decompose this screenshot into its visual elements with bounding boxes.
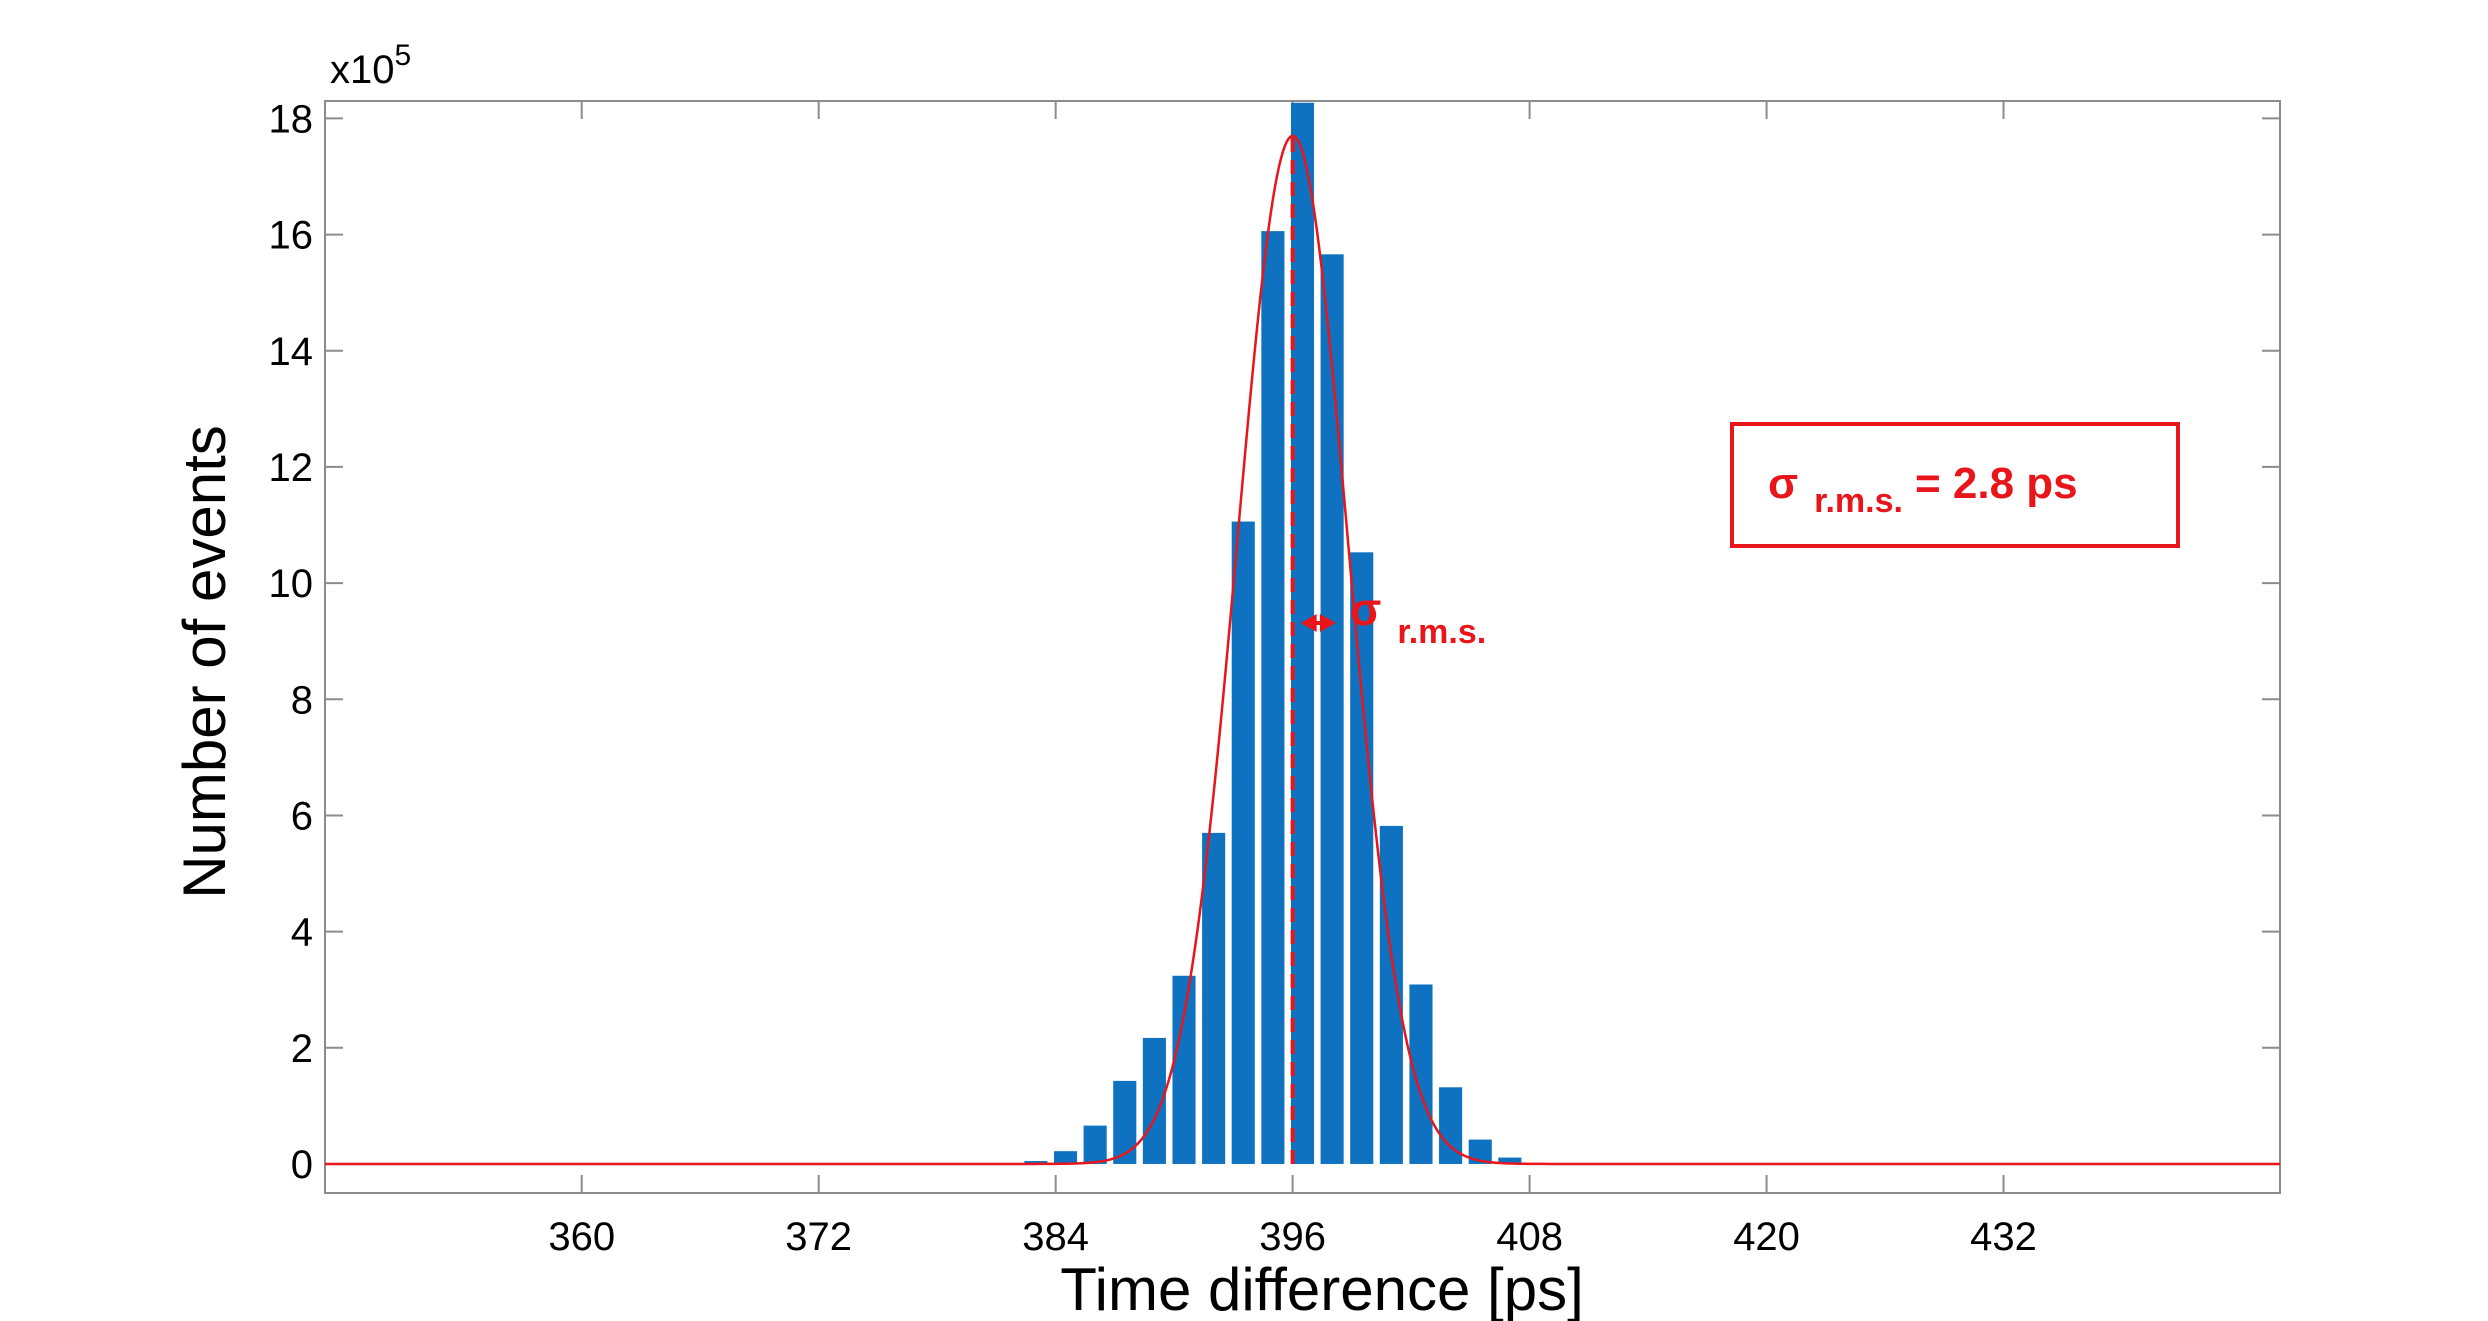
box-sigma-subscript: r.m.s. [1814, 482, 1903, 520]
plot-area [324, 100, 2281, 1194]
histogram-bars [1024, 102, 1522, 1164]
x-tick-label: 396 [1259, 1215, 1326, 1259]
x-tick-label: 420 [1733, 1215, 1800, 1259]
histogram-bar [1231, 521, 1255, 1164]
box-sigma-symbol: σ [1768, 459, 1798, 508]
histogram-bar [1379, 825, 1403, 1164]
y-tick-label: 14 [269, 330, 314, 374]
histogram-bar [1409, 984, 1433, 1164]
gaussian-fit [325, 134, 2280, 1166]
histogram-bar [1290, 102, 1315, 1164]
sigma-value-text: σ r.m.s. = 2.8 ps [1768, 459, 2078, 520]
sigma-symbol: σ [1350, 583, 1381, 635]
box-sigma-value: = 2.8 ps [1915, 459, 2078, 508]
sigma-value-box [1730, 422, 2180, 548]
x-tick-label: 408 [1496, 1215, 1563, 1259]
y-tick-label: 10 [269, 562, 314, 606]
y-tick-label: 16 [269, 214, 314, 258]
y-exponent-power: 5 [395, 39, 412, 72]
histogram-bar [1142, 1037, 1166, 1164]
x-tick-label: 372 [785, 1215, 852, 1259]
histogram-bar [1498, 1157, 1522, 1164]
y-exponent-base: x10 [330, 48, 395, 92]
histogram-bar [1024, 1161, 1048, 1164]
y-tick-label: 18 [269, 97, 314, 141]
x-axis-title: Time difference [ps] [1060, 1256, 1584, 1321]
histogram-bar [1202, 832, 1226, 1164]
histogram-bar [1350, 552, 1374, 1164]
y-axis-exponent-label: x105 [330, 39, 411, 92]
x-tick-label: 360 [548, 1215, 615, 1259]
histogram-bar [1083, 1125, 1107, 1164]
sigma-arrow-head-left [1300, 614, 1317, 632]
y-tick-label: 0 [291, 1143, 313, 1187]
y-axis-title: Number of events [171, 425, 238, 899]
y-tick-label: 12 [269, 446, 314, 490]
histogram-bar [1053, 1151, 1078, 1164]
y-tick-label: 4 [291, 911, 313, 955]
y-tick-label: 6 [291, 794, 313, 838]
x-tick-label: 432 [1970, 1215, 2037, 1259]
histogram-bar [1113, 1080, 1137, 1164]
y-tick-label: 2 [291, 1027, 313, 1071]
annotations: σ r.m.s. σ r.m.s. = 2.8 ps [1300, 422, 2180, 651]
y-tick-label: 8 [291, 678, 313, 722]
sigma-arrow-head-right [1319, 614, 1336, 632]
fit-curve [325, 134, 2280, 1166]
histogram-bar [1172, 975, 1196, 1164]
x-tick-label: 384 [1022, 1215, 1089, 1259]
axis-ticks: 360 372 384 396 408 420 432 0 2 4 6 8 10 12 14 16 18 [269, 97, 2280, 1259]
sigma-subscript: r.m.s. [1397, 613, 1486, 651]
sigma-label: σ r.m.s. [1350, 583, 1486, 651]
histogram-bar [1320, 254, 1344, 1164]
histogram-bar [1439, 1087, 1463, 1164]
histogram-bar [1261, 231, 1285, 1164]
histogram-bar [1468, 1139, 1492, 1164]
